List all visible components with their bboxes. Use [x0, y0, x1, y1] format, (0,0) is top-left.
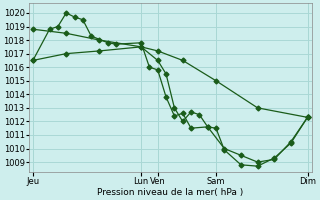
- X-axis label: Pression niveau de la mer( hPa ): Pression niveau de la mer( hPa ): [97, 188, 243, 197]
